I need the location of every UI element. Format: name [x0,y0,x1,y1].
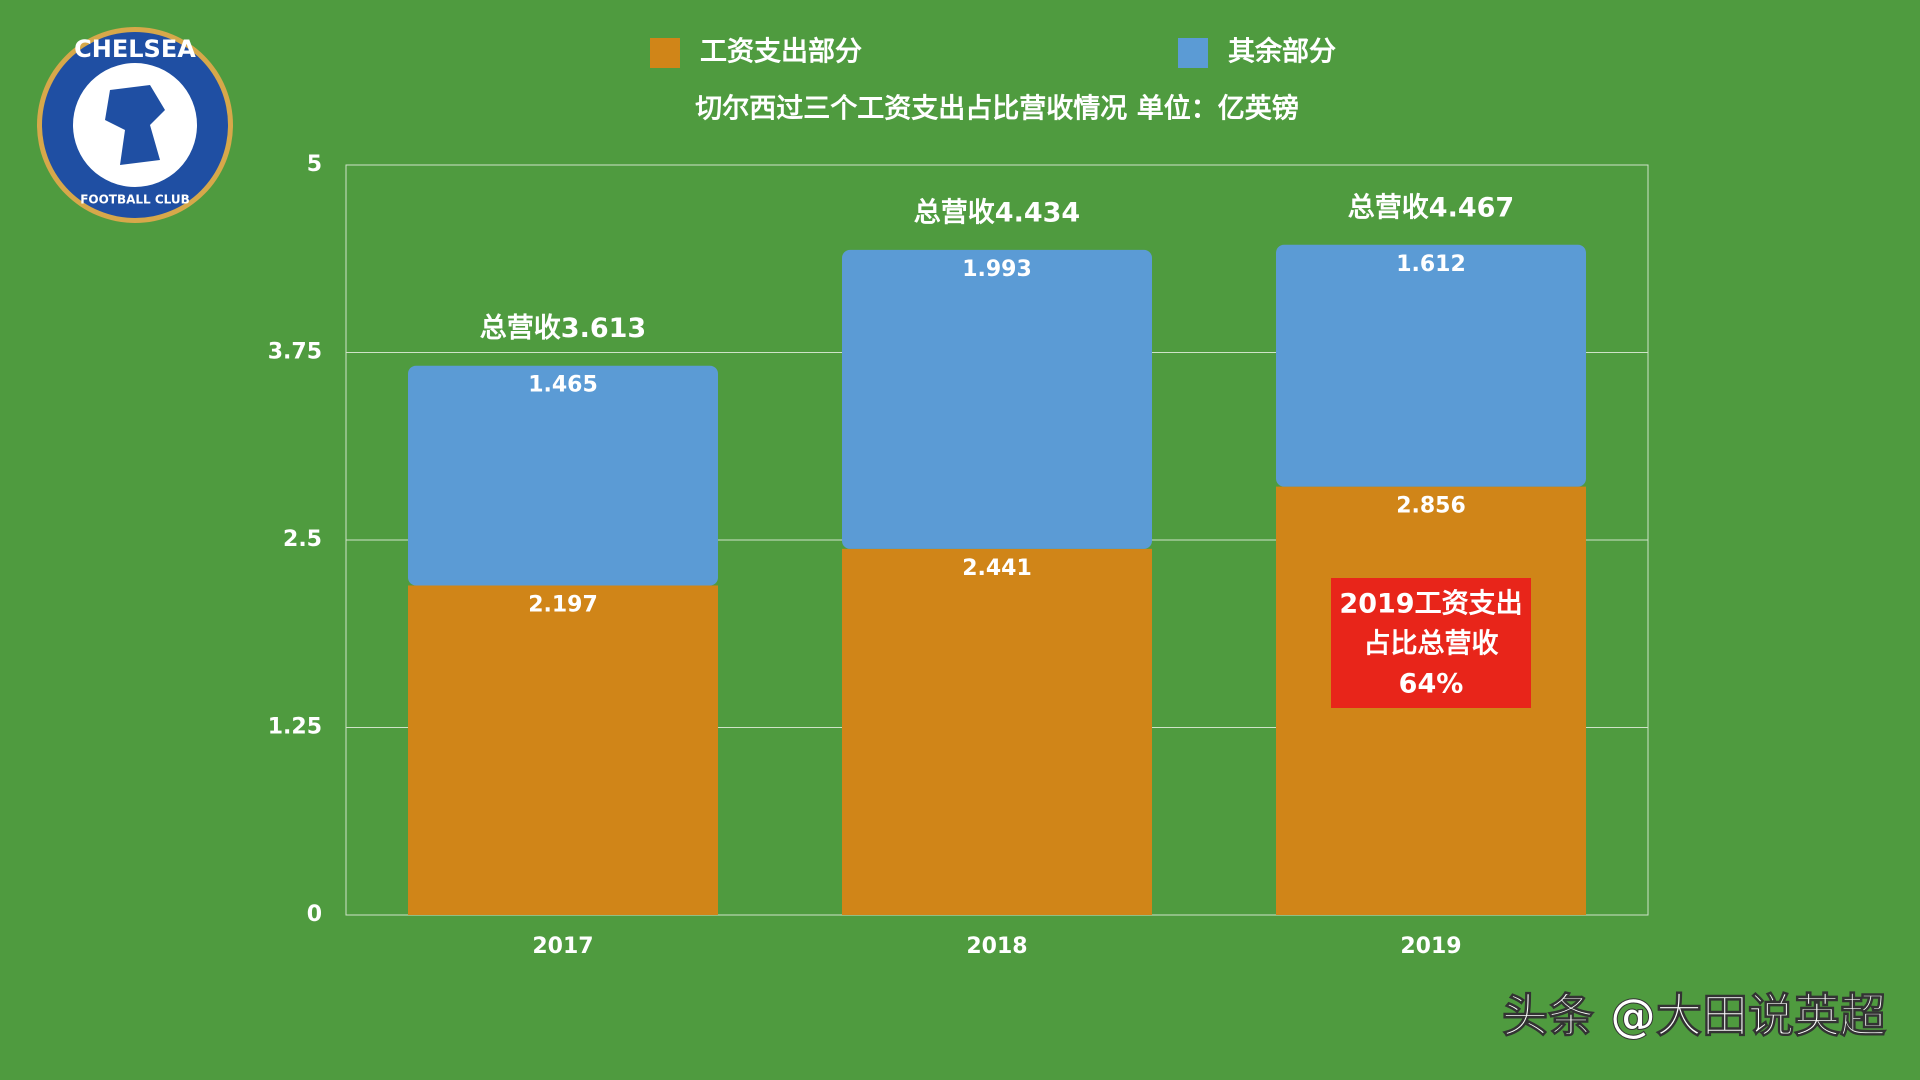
logo: CHELSEA FOOTBALL CLUB [37,27,233,223]
legend-label: 工资支出部分 [700,36,862,68]
value-label: 2.197 [528,592,598,617]
bar-segment [408,365,718,586]
y-tick-label: 0 [307,902,322,927]
y-tick-label: 3.75 [268,340,322,365]
chart-title: 切尔西过三个工资支出占比营收情况 单位：亿英镑 [695,93,1298,125]
x-tick-label: 2017 [532,934,593,959]
legend-swatch [650,38,680,68]
bar-segment [408,585,718,915]
y-tick-label: 2.5 [283,527,322,552]
bar-segment [842,249,1152,549]
y-tick-label: 1.25 [268,715,322,740]
value-label: 2.441 [962,556,1032,581]
value-label: 1.465 [528,373,598,398]
total-label: 总营收4.467 [1348,192,1514,223]
annotation-box [1331,578,1531,708]
value-label: 1.612 [1396,252,1466,277]
annotation-text: 占比总营收 [1364,629,1499,660]
watermark: 头条 @大田说英超 [1502,989,1887,1043]
value-label: 1.993 [962,257,1032,282]
annotation-text: 2019工资支出 [1339,589,1522,620]
value-label: 2.856 [1396,494,1466,519]
total-label: 总营收3.613 [480,313,646,344]
x-tick-label: 2019 [1400,934,1461,959]
annotation-text: 64% [1399,669,1464,700]
legend-swatch [1178,38,1208,68]
legend-label: 其余部分 [1228,36,1336,68]
bar-segment [842,548,1152,915]
x-tick-label: 2018 [966,934,1027,959]
logo-bottom-text: FOOTBALL CLUB [80,193,190,207]
total-label: 总营收4.434 [914,197,1080,228]
bar-segment [1276,244,1586,487]
logo-lion [105,85,165,165]
y-tick-label: 5 [307,152,322,177]
logo-top-text: CHELSEA [74,35,196,63]
